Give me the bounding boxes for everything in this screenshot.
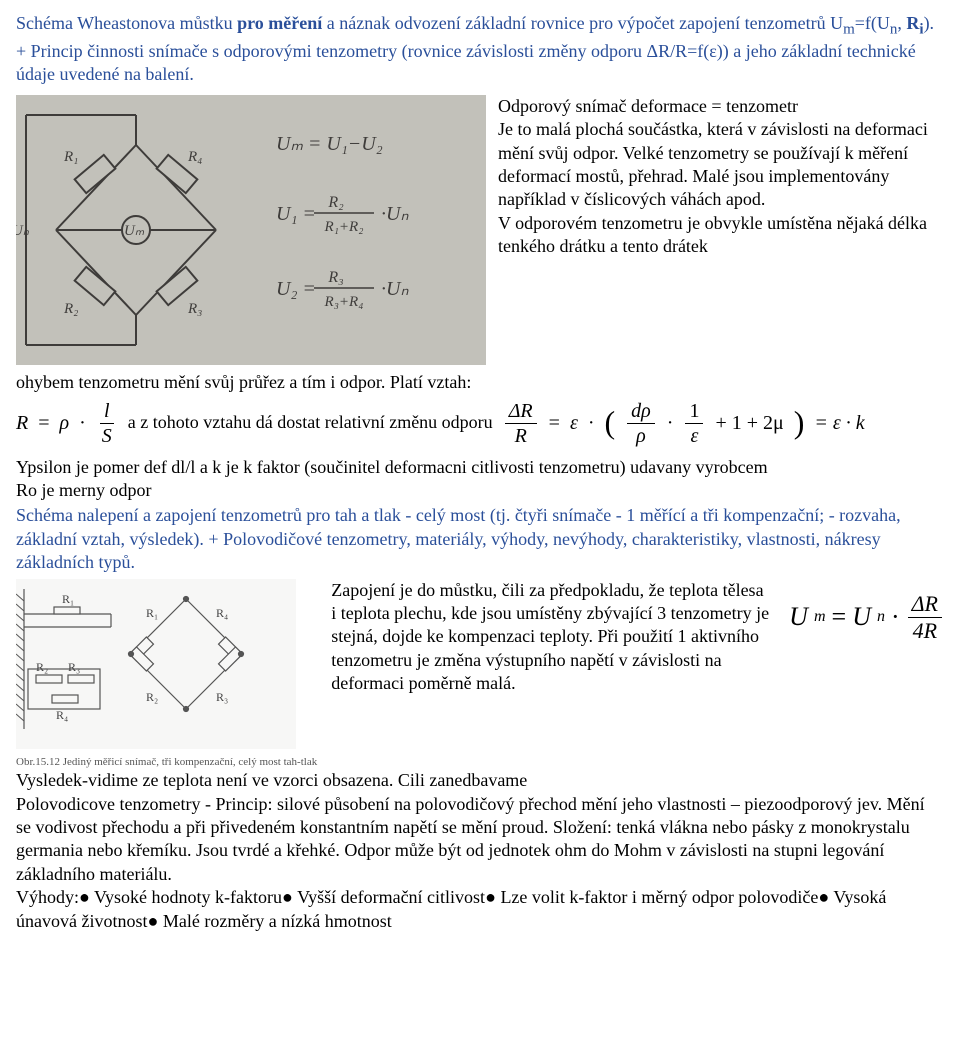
f-dR: ΔR (505, 401, 537, 424)
d2-R4: R₄ (216, 606, 228, 620)
d2-Rt4: R₄ (56, 708, 68, 722)
d2-Rt1: R₁ (62, 592, 74, 606)
blue-block-2: Schéma nalepení a zapojení tenzometrů pr… (16, 504, 944, 574)
bridge-caption: Obr.15.12 Jediný měřicí snímač, tři komp… (16, 755, 317, 769)
label-R1: R₁ (63, 149, 78, 165)
label-R3: R₃ (187, 301, 202, 317)
mid-p1: Ypsilon je pomer def dl/l a k je k fakto… (16, 456, 944, 479)
sub-m: m (843, 22, 855, 38)
row-diagram-text: R₁ R₄ R₂ R₃ Uₙ Uₘ Uₘ = U₁−U₂ U₁ = R₂ R₁+… (16, 95, 944, 371)
f-epsk: = ε · k (814, 410, 864, 436)
eq-f1d: R₁+R₂ (324, 219, 364, 235)
eq-Um: Uₘ = U₁−U₂ (276, 133, 383, 155)
body2-p3: Výhody:● Vysoké hodnoty k-faktoru● Vyšší… (16, 886, 944, 933)
f-S: S (98, 424, 116, 446)
d2-R2: R₂ (146, 690, 158, 704)
resistance-formula: R = ρ · l S a z tohoto vztahu dá dostat … (16, 401, 944, 446)
d2-R1: R₁ (146, 606, 158, 620)
adv-5: Malé rozměry a nízká hmotnost (158, 911, 391, 931)
row2-text-wrap: Zapojení je do můstku, čili za předpokla… (331, 579, 944, 696)
eq-f1n: R₂ (327, 194, 344, 211)
f-drho: dρ (627, 401, 655, 424)
bf-n: n (877, 607, 885, 628)
eq-U2b: ·Uₙ (381, 278, 409, 300)
header-R: R (906, 13, 919, 33)
header-text-a: Schéma Wheastonova můstku (16, 13, 237, 33)
f-eps2: ε (686, 424, 702, 446)
rc-line1: Odporový snímač deformace = tenzometr (498, 95, 944, 118)
header-text-c: a náznak odvození základní rovnice pro v… (322, 13, 843, 33)
wrap-line: ohybem tenzometru mění svůj průřez a tím… (16, 371, 944, 394)
f-eps: ε (570, 410, 578, 436)
label-Um: Uₘ (124, 223, 145, 239)
header-eq: =f(U (855, 13, 890, 33)
eq-U1b: ·Uₙ (381, 203, 409, 225)
f-mid: a z tohoto vztahu dá dostat relativní zm… (128, 411, 493, 434)
adv-label: Výhody: (16, 887, 79, 907)
bf-4R: 4R (909, 618, 941, 642)
adv-1: Vysoké hodnoty k-faktoru (90, 887, 282, 907)
bf-Um: U (789, 600, 808, 634)
eq-U1a: U₁ = (276, 203, 316, 225)
d2-R3: R₃ (216, 690, 228, 704)
bf-dR: ΔR (908, 593, 942, 618)
adv-2: Vyšší deformační citlivost (293, 887, 485, 907)
bridge-schematic: R₁ R₂ R₃ R₄ R₁ R₄ R₂ R₃ Obr.15.12 Jediný… (16, 579, 317, 770)
bf-eq: = (832, 600, 847, 634)
f-rho2: ρ (632, 424, 650, 446)
header-bold: pro měření (237, 13, 322, 33)
eq-U2a: U₂ = (276, 278, 316, 300)
adv-3: Lze volit k-faktor i měrný odpor polovod… (496, 887, 818, 907)
f-Rden: R (511, 424, 531, 446)
f-eq1: = (38, 410, 49, 436)
right-column-text: Odporový snímač deformace = tenzometr Je… (498, 95, 944, 259)
eq-f2d: R₃+R₄ (324, 294, 364, 310)
wheatstone-sketch: R₁ R₄ R₂ R₃ Uₙ Uₘ Uₘ = U₁−U₂ U₁ = R₂ R₁+… (16, 95, 486, 371)
f-l: l (100, 401, 114, 424)
rc-line3: V odporovém tenzometru je obvykle umístě… (498, 212, 944, 259)
bridge-formula: Um = Un · ΔR 4R (789, 593, 944, 642)
row-bridge-text: R₁ R₂ R₃ R₄ R₁ R₄ R₂ R₃ Obr.15.12 Jediný… (16, 579, 944, 770)
label-R4: R₄ (187, 149, 202, 165)
d2-R3l: R₃ (68, 660, 80, 674)
bf-m: m (814, 607, 826, 628)
f-one: 1 (685, 401, 703, 424)
eq-f2n: R₃ (327, 269, 343, 286)
row2-p1: Zapojení je do můstku, čili za předpokla… (331, 579, 771, 696)
f-rho: ρ (60, 410, 70, 436)
bf-dot: · (891, 600, 900, 634)
rc-line2: Je to malá plochá součástka, která v záv… (498, 118, 944, 212)
body2-p1: Vysledek-vidime ze teplota není ve vzorc… (16, 769, 944, 792)
f-12mu: + 1 + 2μ (715, 410, 783, 436)
d2-R2l: R₂ (36, 660, 48, 674)
f-R: R (16, 410, 28, 436)
label-Un: Uₙ (16, 223, 30, 239)
bf-Un: U (852, 600, 871, 634)
mid-p2: Ro je merny odpor (16, 479, 944, 502)
label-R2: R₂ (63, 301, 78, 317)
header-paragraph: Schéma Wheastonova můstku pro měření a n… (16, 12, 944, 87)
body2-p2: Polovodicove tenzometry - Princip: silov… (16, 793, 944, 887)
